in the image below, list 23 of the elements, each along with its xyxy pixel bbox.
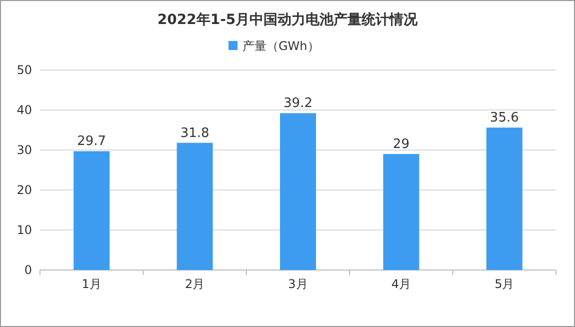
data-label: 35.6 bbox=[490, 110, 519, 126]
y-tick-label: 10 bbox=[16, 223, 32, 237]
x-tick-label: 4月 bbox=[391, 277, 412, 291]
data-label: 31.8 bbox=[180, 126, 210, 141]
bar bbox=[74, 151, 110, 270]
x-tick-label: 2月 bbox=[184, 277, 205, 291]
bar bbox=[280, 113, 316, 270]
bar bbox=[176, 142, 213, 270]
data-label: 29 bbox=[392, 137, 410, 152]
y-tick-label: 30 bbox=[16, 143, 32, 157]
data-label: 39.2 bbox=[284, 96, 312, 112]
x-tick-label: 5月 bbox=[494, 277, 514, 291]
x-tick-label: 3月 bbox=[288, 277, 308, 291]
data-label: 29.7 bbox=[77, 134, 106, 150]
bar bbox=[383, 154, 420, 270]
legend-label: 产量（GWh） bbox=[242, 39, 320, 53]
chart-title: 2022年1-5月中国动力电池产量统计情况 bbox=[157, 11, 419, 28]
y-tick-label: 20 bbox=[16, 183, 32, 197]
y-tick-label: 50 bbox=[16, 63, 32, 77]
bar bbox=[486, 128, 522, 270]
y-tick-label: 0 bbox=[24, 263, 32, 277]
x-tick-label: 1月 bbox=[82, 277, 102, 291]
y-tick-label: 40 bbox=[16, 103, 32, 117]
